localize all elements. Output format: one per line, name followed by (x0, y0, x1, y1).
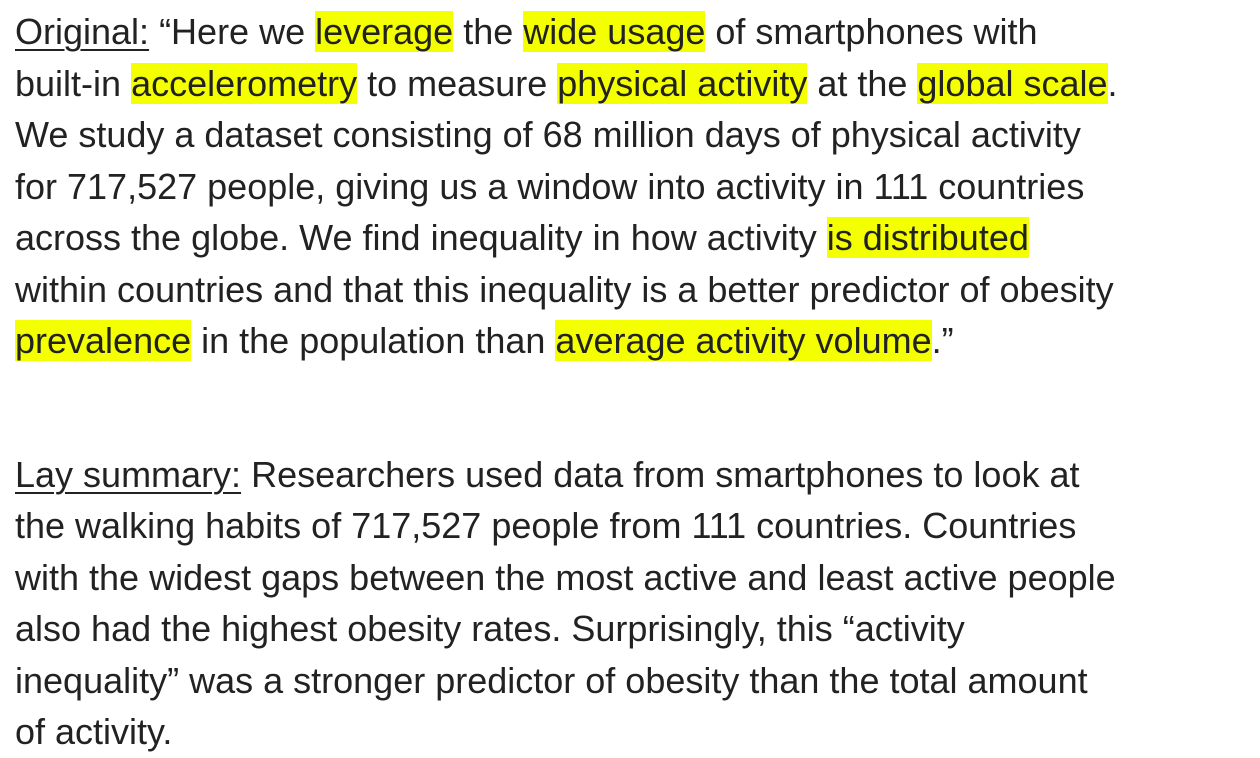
lay-summary-line: the walking habits of 717,527 people fro… (15, 500, 1255, 552)
lay-summary-line: with the widest gaps between the most ac… (15, 552, 1255, 604)
lay-summary-paragraph: Lay summary: Researchers used data from … (15, 449, 1255, 758)
original-line: for 717,527 people, giving us a window i… (15, 161, 1255, 213)
text-segment: with the widest gaps between the most ac… (15, 556, 1116, 598)
lay-summary-line: of activity. (15, 706, 1255, 758)
highlighted-phrase: global scale (917, 62, 1108, 104)
text-segment: of activity. (15, 711, 173, 752)
original-line: We study a dataset consisting of 68 mill… (15, 109, 1255, 161)
lay-summary-line: Lay summary: Researchers used data from … (15, 449, 1255, 501)
original-line: prevalence in the population than averag… (15, 315, 1255, 367)
text-segment: the walking habits of 717,527 people fro… (15, 505, 1077, 546)
text-segment: at the (807, 62, 918, 104)
highlighted-phrase: physical activity (557, 62, 808, 104)
highlighted-phrase: prevalence (15, 320, 192, 361)
slide-body: Original: “Here we leverage the wide usa… (15, 6, 1255, 758)
lay-summary-line: also had the highest obesity rates. Surp… (15, 603, 1255, 655)
text-segment: in the population than (191, 320, 556, 361)
original-paragraph: Original: “Here we leverage the wide usa… (15, 6, 1255, 367)
text-segment: also had the highest obesity rates. Surp… (15, 608, 965, 649)
text-segment: built-in (15, 62, 132, 104)
text-segment: “Here we (149, 11, 316, 52)
text-segment: inequality” was a stronger predictor of … (15, 659, 1088, 701)
highlighted-phrase: leverage (315, 11, 454, 52)
text-segment: .” (931, 320, 954, 361)
text-segment: We study a dataset consisting of 68 mill… (15, 114, 1081, 155)
text-segment: the (453, 11, 524, 52)
text-segment: Researchers used data from smartphones t… (241, 453, 1080, 495)
lay-summary-line: inequality” was a stronger predictor of … (15, 655, 1255, 707)
highlighted-phrase: average activity volume (555, 320, 932, 361)
highlighted-phrase: is distributed (826, 217, 1029, 258)
original-line: Original: “Here we leverage the wide usa… (15, 6, 1255, 58)
original-label: Original: (15, 11, 150, 52)
text-segment: within countries and that this inequalit… (15, 268, 1114, 310)
text-segment: of smartphones with (705, 11, 1038, 52)
highlighted-phrase: accelerometry (131, 62, 358, 104)
original-line: within countries and that this inequalit… (15, 264, 1255, 316)
lay-summary-label: Lay summary: (15, 453, 242, 495)
text-segment: across the globe. We find inequality in … (15, 217, 827, 258)
text-segment: . (1107, 62, 1118, 104)
text-segment: for 717,527 people, giving us a window i… (15, 165, 1085, 207)
highlighted-phrase: wide usage (523, 11, 706, 52)
text-segment: to measure (357, 62, 558, 104)
original-line: across the globe. We find inequality in … (15, 212, 1255, 264)
original-line: built-in accelerometry to measure physic… (15, 58, 1255, 110)
paragraph-gap (15, 367, 1255, 449)
